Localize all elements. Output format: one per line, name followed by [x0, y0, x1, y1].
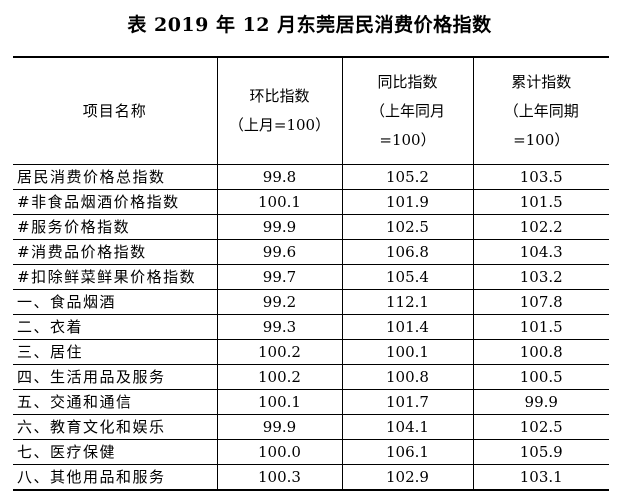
- item-name-cell: 二、衣着: [13, 314, 218, 340]
- cum-index-cell: 104.3: [472, 239, 609, 265]
- mom-index-cell: 100.2: [216, 339, 343, 365]
- mom-index-cell: 99.8: [216, 164, 343, 190]
- table-row: 七、医疗保健 100.0 106.1 105.9: [13, 439, 609, 465]
- header-yoy-line: （上年同月: [369, 101, 445, 120]
- yoy-index-cell: 105.2: [341, 164, 474, 190]
- header-cum-index: 累计指数 （上年同期 =100）: [472, 56, 609, 165]
- table-row: #扣除鲜菜鲜果价格指数 99.7 105.4 103.2: [13, 264, 609, 290]
- item-name-cell: 三、居住: [13, 339, 218, 365]
- table-row: 五、交通和通信 100.1 101.7 99.9: [13, 389, 609, 415]
- mom-index-cell: 100.2: [216, 364, 343, 390]
- yoy-index-cell: 100.8: [341, 364, 474, 390]
- item-name-cell: 四、生活用品及服务: [13, 364, 218, 390]
- cum-index-cell: 102.2: [472, 214, 609, 240]
- table-title: 表 2019 年 12 月东莞居民消费价格指数: [127, 14, 492, 36]
- mom-index-cell: 99.7: [216, 264, 343, 290]
- header-row: 项目名称 环比指数 （上月=100） 同比指数 （上年同月 =100） 累计指数…: [13, 56, 609, 165]
- yoy-index-cell: 106.8: [341, 239, 474, 265]
- yoy-index-cell: 100.1: [341, 339, 474, 365]
- yoy-index-cell: 106.1: [341, 439, 474, 465]
- header-mom-line: （上月=100）: [228, 116, 331, 134]
- table-row: 一、食品烟酒 99.2 112.1 107.8: [13, 289, 609, 315]
- cum-index-cell: 101.5: [472, 189, 609, 215]
- yoy-index-cell: 112.1: [341, 289, 474, 315]
- mom-index-cell: 99.9: [216, 414, 343, 440]
- cum-index-cell: 105.9: [472, 439, 609, 465]
- cum-index-cell: 100.8: [472, 339, 609, 365]
- item-name-cell: #服务价格指数: [13, 214, 218, 240]
- header-cum-line: （上年同期: [503, 101, 579, 120]
- item-name-cell: #扣除鲜菜鲜果价格指数: [13, 264, 218, 290]
- mom-index-cell: 99.9: [216, 214, 343, 240]
- yoy-index-cell: 101.7: [341, 389, 474, 415]
- cum-index-cell: 103.5: [472, 164, 609, 190]
- header-yoy-line: 同比指数: [377, 72, 438, 91]
- mom-index-cell: 100.3: [216, 464, 343, 491]
- item-name-cell: 五、交通和通信: [13, 389, 218, 415]
- mom-index-cell: 100.1: [216, 189, 343, 215]
- table-row: #消费品价格指数 99.6 106.8 104.3: [13, 239, 609, 265]
- yoy-index-cell: 101.4: [341, 314, 474, 340]
- table-row: 居民消费价格总指数 99.8 105.2 103.5: [13, 164, 609, 190]
- header-mom-line: 环比指数: [249, 87, 310, 105]
- table-row: #服务价格指数 99.9 102.5 102.2: [13, 214, 609, 240]
- table-row: #非食品烟酒价格指数 100.1 101.9 101.5: [13, 189, 609, 215]
- mom-index-cell: 99.2: [216, 289, 343, 315]
- table-row: 三、居住 100.2 100.1 100.8: [13, 339, 609, 365]
- cum-index-cell: 100.5: [472, 364, 609, 390]
- yoy-index-cell: 105.4: [341, 264, 474, 290]
- header-cum-line: =100）: [513, 130, 570, 149]
- cum-index-cell: 99.9: [472, 389, 609, 415]
- item-name-cell: #消费品价格指数: [13, 239, 218, 265]
- item-name-cell: 六、教育文化和娱乐: [13, 414, 218, 440]
- header-yoy-line: =100）: [379, 130, 436, 149]
- table-row: 六、教育文化和娱乐 99.9 104.1 102.5: [13, 414, 609, 440]
- yoy-index-cell: 104.1: [341, 414, 474, 440]
- cum-index-cell: 103.1: [472, 464, 609, 491]
- header-item-name: 项目名称: [13, 56, 218, 165]
- header-yoy-index: 同比指数 （上年同月 =100）: [341, 56, 474, 165]
- table-row: 二、衣着 99.3 101.4 101.5: [13, 314, 609, 340]
- cum-index-cell: 102.5: [472, 414, 609, 440]
- cum-index-cell: 103.2: [472, 264, 609, 290]
- header-cum-line: 累计指数: [511, 72, 572, 91]
- yoy-index-cell: 102.9: [341, 464, 474, 491]
- cpi-table: 项目名称 环比指数 （上月=100） 同比指数 （上年同月 =100） 累计指数…: [13, 56, 609, 491]
- cum-index-cell: 101.5: [472, 314, 609, 340]
- table-row: 四、生活用品及服务 100.2 100.8 100.5: [13, 364, 609, 390]
- item-name-cell: #非食品烟酒价格指数: [13, 189, 218, 215]
- yoy-index-cell: 102.5: [341, 214, 474, 240]
- header-mom-index: 环比指数 （上月=100）: [216, 56, 343, 165]
- mom-index-cell: 100.0: [216, 439, 343, 465]
- mom-index-cell: 99.3: [216, 314, 343, 340]
- item-name-cell: 居民消费价格总指数: [13, 164, 218, 190]
- table-row: 八、其他用品和服务 100.3 102.9 103.1: [13, 464, 609, 491]
- item-name-cell: 八、其他用品和服务: [13, 464, 218, 491]
- mom-index-cell: 100.1: [216, 389, 343, 415]
- item-name-cell: 七、医疗保健: [13, 439, 218, 465]
- cum-index-cell: 107.8: [472, 289, 609, 315]
- item-name-cell: 一、食品烟酒: [13, 289, 218, 315]
- yoy-index-cell: 101.9: [341, 189, 474, 215]
- mom-index-cell: 99.6: [216, 239, 343, 265]
